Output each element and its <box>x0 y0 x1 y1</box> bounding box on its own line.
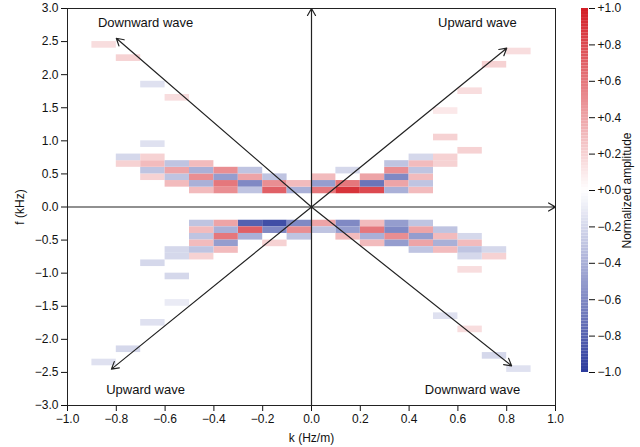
svg-text:k (Hz/m): k (Hz/m) <box>289 431 334 445</box>
svg-text:0.5: 0.5 <box>42 167 59 181</box>
svg-text:−0.8: −0.8 <box>104 412 128 426</box>
svg-text:−0.6: −0.6 <box>598 293 622 307</box>
svg-text:Upward wave: Upward wave <box>438 15 517 30</box>
svg-text:0.6: 0.6 <box>450 412 467 426</box>
svg-text:2.0: 2.0 <box>42 68 59 82</box>
svg-text:−3.0: −3.0 <box>35 398 59 412</box>
svg-text:2.5: 2.5 <box>42 34 59 48</box>
svg-text:1.0: 1.0 <box>547 412 564 426</box>
svg-text:−0.2: −0.2 <box>598 220 622 234</box>
svg-text:−0.8: −0.8 <box>598 329 622 343</box>
svg-text:−0.4: −0.4 <box>598 256 622 270</box>
svg-text:Downward wave: Downward wave <box>98 15 193 30</box>
svg-text:Downward wave: Downward wave <box>425 382 520 397</box>
svg-text:0.2: 0.2 <box>352 412 369 426</box>
svg-text:+0.0: +0.0 <box>598 183 622 197</box>
svg-text:−1.0: −1.0 <box>598 365 622 379</box>
svg-text:+0.2: +0.2 <box>598 147 622 161</box>
svg-text:+1.0: +1.0 <box>598 1 622 15</box>
svg-text:−2.5: −2.5 <box>35 365 59 379</box>
svg-text:f (kHz): f (kHz) <box>13 189 27 224</box>
svg-text:3.0: 3.0 <box>42 1 59 15</box>
svg-text:+0.6: +0.6 <box>598 74 622 88</box>
svg-text:0.0: 0.0 <box>303 412 320 426</box>
svg-text:−1.0: −1.0 <box>56 412 80 426</box>
svg-text:1.0: 1.0 <box>42 134 59 148</box>
svg-text:+0.4: +0.4 <box>598 111 622 125</box>
svg-text:Upward wave: Upward wave <box>106 382 185 397</box>
svg-text:+0.8: +0.8 <box>598 38 622 52</box>
svg-text:−2.0: −2.0 <box>35 332 59 346</box>
svg-text:0.0: 0.0 <box>42 200 59 214</box>
svg-text:−1.0: −1.0 <box>35 266 59 280</box>
svg-text:Normalized amplitude: Normalized amplitude <box>620 132 634 248</box>
svg-text:0.4: 0.4 <box>401 412 418 426</box>
svg-text:−0.4: −0.4 <box>202 412 226 426</box>
svg-text:−0.6: −0.6 <box>153 412 177 426</box>
svg-text:−0.5: −0.5 <box>35 233 59 247</box>
svg-text:−1.5: −1.5 <box>35 299 59 313</box>
svg-text:−0.2: −0.2 <box>251 412 275 426</box>
svg-text:0.8: 0.8 <box>498 412 515 426</box>
svg-text:1.5: 1.5 <box>42 101 59 115</box>
